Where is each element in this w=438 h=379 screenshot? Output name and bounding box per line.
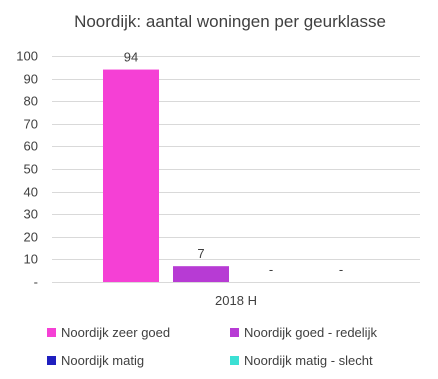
y-tick-label: 100: [16, 49, 38, 64]
y-tick-label: 20: [24, 230, 38, 245]
y-tick-label: -: [34, 275, 38, 290]
data-label: -: [339, 262, 343, 277]
legend-swatch: [47, 356, 56, 365]
bar: [103, 69, 159, 282]
y-axis: - 10 20 30 40 50 60 70 80 90 100: [16, 49, 38, 290]
data-label: 94: [124, 50, 138, 65]
data-label: -: [269, 262, 273, 277]
y-tick-label: 40: [24, 185, 38, 200]
legend-label: Noordijk zeer goed: [61, 325, 170, 340]
bars: [103, 69, 229, 282]
legend-label: Noordijk matig: [61, 353, 144, 368]
legend-label: Noordijk matig - slecht: [244, 353, 373, 368]
y-tick-label: 90: [24, 72, 38, 87]
y-tick-label: 10: [24, 252, 38, 267]
bar: [173, 266, 229, 282]
y-tick-label: 70: [24, 117, 38, 132]
data-labels: 94 7 - -: [124, 50, 343, 277]
legend-item: Noordijk matig: [47, 353, 144, 368]
y-tick-label: 50: [24, 162, 38, 177]
chart-title: Noordijk: aantal woningen per geurklasse: [74, 12, 386, 31]
x-axis: 2018 H: [215, 293, 257, 308]
y-tick-label: 80: [24, 94, 38, 109]
y-tick-label: 60: [24, 139, 38, 154]
legend: Noordijk zeer goed Noordijk goed - redeli…: [47, 325, 377, 368]
data-label: 7: [197, 246, 204, 261]
legend-item: Noordijk zeer goed: [47, 325, 170, 340]
legend-swatch: [230, 328, 239, 337]
legend-item: Noordijk matig - slecht: [230, 353, 373, 368]
y-tick-label: 30: [24, 207, 38, 222]
legend-label: Noordijk goed - redelijk: [244, 325, 377, 340]
category-label: 2018 H: [215, 293, 257, 308]
legend-swatch: [47, 328, 56, 337]
legend-swatch: [230, 356, 239, 365]
legend-item: Noordijk goed - redelijk: [230, 325, 377, 340]
